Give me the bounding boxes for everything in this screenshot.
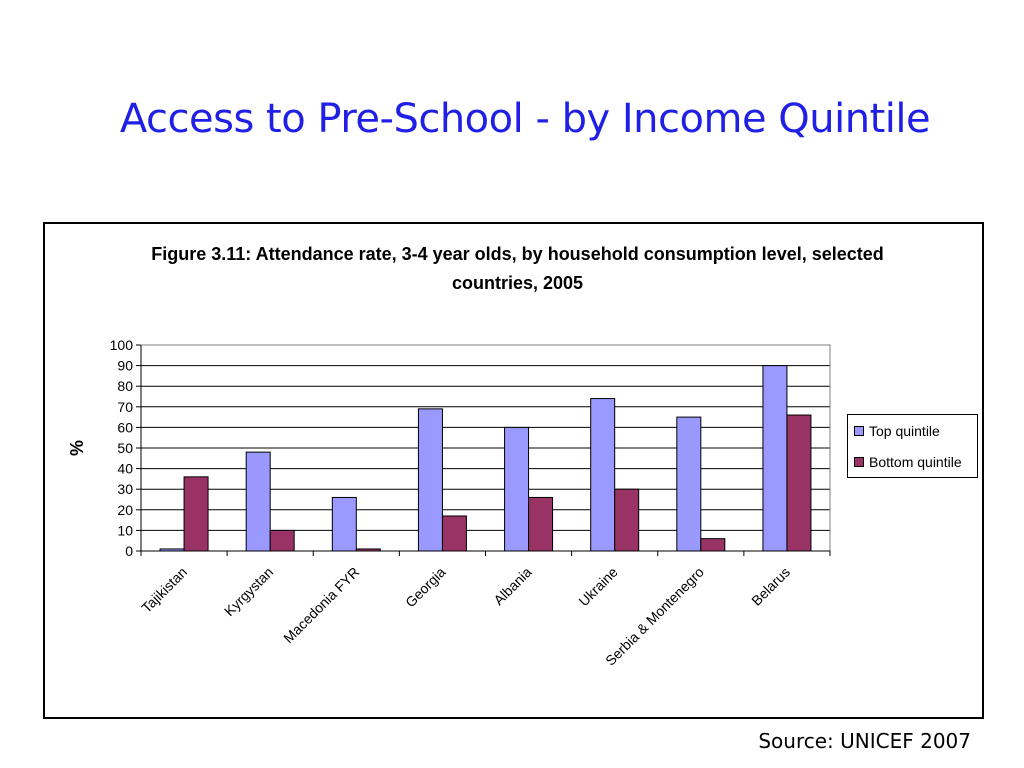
y-tick-label: 80 — [117, 378, 133, 394]
x-tick-label: Belarus — [748, 564, 793, 609]
bar-top-quintile — [590, 398, 616, 552]
chart-container: Figure 3.11: Attendance rate, 3-4 year o… — [43, 222, 984, 719]
bar-top-quintile — [245, 451, 271, 552]
x-tick-label: Albania — [490, 564, 534, 608]
bar-top-quintile — [676, 416, 702, 552]
chart-legend: Top quintile Bottom quintile — [847, 414, 978, 478]
bar-top-quintile — [417, 408, 443, 552]
bar-bottom-quintile — [614, 488, 640, 552]
legend-item-top: Top quintile — [854, 423, 940, 439]
legend-label-top: Top quintile — [869, 423, 940, 439]
bar-top-quintile — [504, 426, 530, 552]
legend-swatch-top — [854, 426, 864, 436]
x-tick-label: Macedonia FYR — [280, 564, 362, 646]
legend-label-bottom: Bottom quintile — [869, 454, 962, 470]
source-note: Source: UNICEF 2007 — [758, 729, 971, 753]
x-tick-label: Tajikistan — [138, 564, 190, 616]
bar-top-quintile — [159, 548, 185, 552]
slide-title: Access to Pre-School - by Income Quintil… — [119, 96, 931, 142]
x-tick-label: Ukraine — [575, 564, 621, 610]
y-tick-label: 100 — [110, 337, 134, 353]
bar-bottom-quintile — [183, 476, 209, 552]
bar-top-quintile — [762, 365, 788, 552]
bar-top-quintile — [331, 496, 357, 552]
y-tick-label: 20 — [117, 502, 133, 518]
bar-bottom-quintile — [269, 529, 295, 552]
legend-item-bottom: Bottom quintile — [854, 454, 962, 470]
y-tick-label: 90 — [117, 358, 133, 374]
y-tick-label: 70 — [117, 399, 133, 415]
y-tick-label: 60 — [117, 419, 133, 435]
y-tick-label: 30 — [117, 481, 133, 497]
legend-swatch-bottom — [854, 457, 864, 467]
bar-bottom-quintile — [355, 548, 381, 552]
x-tick-label: Georgia — [402, 564, 449, 611]
chart-title: Figure 3.11: Attendance rate, 3-4 year o… — [151, 244, 884, 293]
bar-bottom-quintile — [528, 496, 554, 552]
y-tick-label: 0 — [125, 543, 133, 559]
bar-bottom-quintile — [441, 515, 467, 552]
x-tick-label: Kyrgystan — [221, 564, 276, 619]
y-tick-label: 40 — [117, 461, 133, 477]
x-tick-label: Serbia & Montenegro — [602, 564, 707, 669]
y-tick-label: 10 — [117, 522, 133, 538]
bar-chart: 0 10 20 30 40 50 60 70 80 90 100% Tajikistan Kyrgyst… — [67, 337, 831, 669]
y-axis-label: % — [67, 440, 87, 456]
bar-bottom-quintile — [786, 414, 812, 552]
y-tick-label: 50 — [117, 440, 133, 456]
bar-bottom-quintile — [700, 538, 726, 552]
